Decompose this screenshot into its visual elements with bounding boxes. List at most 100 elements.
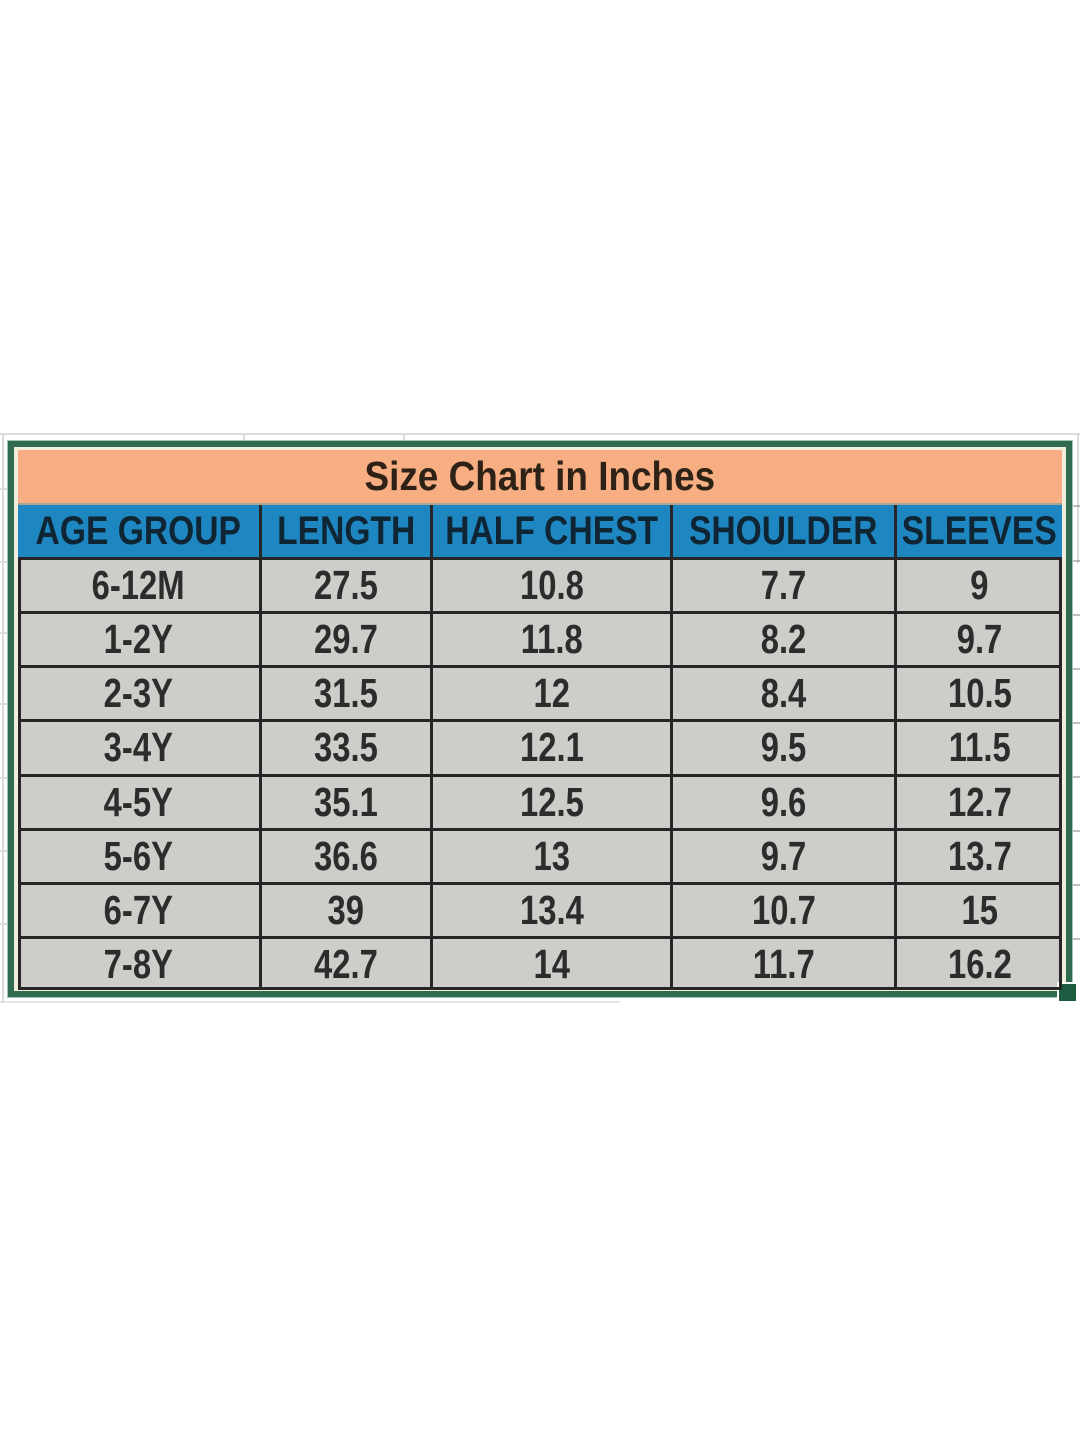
row-line-overhang <box>1072 668 1080 670</box>
table-cell-value: 2-3Y <box>103 670 174 717</box>
table-cell-value: 9.7 <box>956 616 1003 663</box>
table-cell: 3-4Y <box>18 722 262 774</box>
row-line-overhang <box>1072 776 1080 778</box>
table-cell-value: 16.2 <box>947 940 1012 987</box>
sheet-gridline-tick <box>0 703 8 705</box>
table-cell-value: 7-8Y <box>103 940 174 987</box>
sheet-gridline-tick <box>0 923 8 925</box>
table-row: 2-3Y 31.5 12 8.4 10.5 <box>18 668 1062 723</box>
row-line-overhang <box>1072 830 1080 832</box>
table-cell: 12 <box>433 668 673 720</box>
table-cell: 11.5 <box>897 722 1062 773</box>
table-cell: 11.8 <box>433 614 673 666</box>
row-line-overhang <box>1072 884 1080 886</box>
table-cell-value: 5-6Y <box>103 832 174 879</box>
row-line-overhang <box>1072 938 1080 940</box>
table-row: 5-6Y 36.6 13 9.7 13.7 <box>18 830 1062 885</box>
table-cell-value: 9 <box>970 562 989 609</box>
table-cell-value: 15 <box>961 886 998 933</box>
table-cell: 11.7 <box>673 938 897 990</box>
table-cell: 13.7 <box>897 831 1062 882</box>
column-header-sleeves: SLEEVES <box>897 505 1062 557</box>
table-cell: 12.7 <box>897 777 1062 828</box>
table-cell-value: 9.5 <box>760 724 807 771</box>
table-cell-value: 10.7 <box>751 886 816 933</box>
table-cell-value: 7.7 <box>760 562 807 609</box>
table-row: 6-12M 27.5 10.8 7.7 9 <box>18 560 1062 615</box>
table-cell-value: 9.7 <box>760 832 807 879</box>
table-cell-value: 36.6 <box>314 832 378 879</box>
table-cell-value: 1-2Y <box>103 616 174 663</box>
size-chart-image[interactable]: Size Chart in Inches AGE GROUP LENGTH HA… <box>18 450 1062 990</box>
table-cell-value: 12.1 <box>519 724 584 771</box>
size-chart-title: Size Chart in Inches <box>364 453 716 499</box>
table-cell-value: 8.4 <box>760 670 807 717</box>
table-cell-value: 10.5 <box>947 670 1012 717</box>
table-cell: 8.2 <box>673 614 897 666</box>
sheet-gridline-tick <box>243 433 245 448</box>
table-cell-value: 31.5 <box>314 670 378 717</box>
table-border-bottom <box>18 987 1062 990</box>
column-header-length: LENGTH <box>262 505 433 557</box>
table-cell-value: 29.7 <box>314 616 378 663</box>
column-header-label: LENGTH <box>276 508 416 553</box>
table-cell-value: 12 <box>533 670 570 717</box>
table-cell: 39 <box>262 884 433 936</box>
table-cell-value: 13.4 <box>519 886 584 933</box>
table-cell-value: 8.2 <box>760 616 807 663</box>
size-chart-body: 6-12M 27.5 10.8 7.7 9 1-2Y 29.7 11.8 8.2 9.7 2-3Y 3… <box>18 560 1062 990</box>
column-header-label: SHOULDER <box>689 508 878 553</box>
table-cell-value: 13 <box>533 832 570 879</box>
column-header-label: AGE GROUP <box>35 508 242 553</box>
table-cell: 6-12M <box>18 560 262 612</box>
fill-handle[interactable] <box>1059 984 1076 1001</box>
sheet-gridline-tick <box>0 850 8 852</box>
table-cell: 7-8Y <box>18 938 262 990</box>
table-border-left <box>18 560 21 990</box>
column-header-half-chest: HALF CHEST <box>433 505 673 557</box>
table-cell: 5-6Y <box>18 830 262 882</box>
size-chart-title-row: Size Chart in Inches <box>18 450 1062 505</box>
table-cell: 42.7 <box>262 938 433 990</box>
table-cell-value: 42.7 <box>314 940 378 987</box>
table-cell: 9.7 <box>897 614 1062 665</box>
table-cell-value: 3-4Y <box>103 724 174 771</box>
table-row: 1-2Y 29.7 11.8 8.2 9.7 <box>18 614 1062 669</box>
table-cell: 13 <box>433 830 673 882</box>
table-border-right <box>1059 560 1062 990</box>
table-cell: 10.7 <box>673 884 897 936</box>
table-cell-value: 11.7 <box>752 940 815 987</box>
table-cell: 6-7Y <box>18 884 262 936</box>
column-header-label: HALF CHEST <box>445 508 658 553</box>
table-cell: 12.1 <box>433 722 673 774</box>
sheet-gridline-tick <box>0 777 8 779</box>
column-header-age-group: AGE GROUP <box>18 505 262 557</box>
sheet-gridline-top <box>0 433 1080 435</box>
column-header-shoulder: SHOULDER <box>673 505 897 557</box>
sheet-gridline-right <box>1077 433 1079 563</box>
row-line-overhang <box>1072 614 1080 616</box>
column-header-label: SLEEVES <box>902 508 1058 553</box>
sheet-gridline-tick <box>0 561 8 563</box>
table-cell-value: 11.5 <box>948 724 1011 771</box>
table-cell-value: 35.1 <box>314 778 378 825</box>
table-cell: 9 <box>897 560 1062 611</box>
table-cell: 13.4 <box>433 884 673 936</box>
table-cell: 15 <box>897 885 1062 936</box>
table-row: 4-5Y 35.1 12.5 9.6 12.7 <box>18 776 1062 831</box>
table-cell: 14 <box>433 938 673 990</box>
sheet-gridline-left <box>2 433 4 1003</box>
table-cell-value: 12.7 <box>947 778 1012 825</box>
table-row: 3-4Y 33.5 12.1 9.5 11.5 <box>18 722 1062 777</box>
table-cell-value: 4-5Y <box>103 778 174 825</box>
table-cell: 9.5 <box>673 722 897 774</box>
table-cell-value: 11.8 <box>520 616 583 663</box>
table-cell: 7.7 <box>673 560 897 612</box>
row-line-overhang <box>1072 560 1080 562</box>
table-cell: 31.5 <box>262 668 433 720</box>
table-row: 7-8Y 42.7 14 11.7 16.2 <box>18 938 1062 990</box>
table-cell: 1-2Y <box>18 614 262 666</box>
table-cell-value: 6-12M <box>92 562 185 609</box>
row-line-overhang <box>1072 722 1080 724</box>
